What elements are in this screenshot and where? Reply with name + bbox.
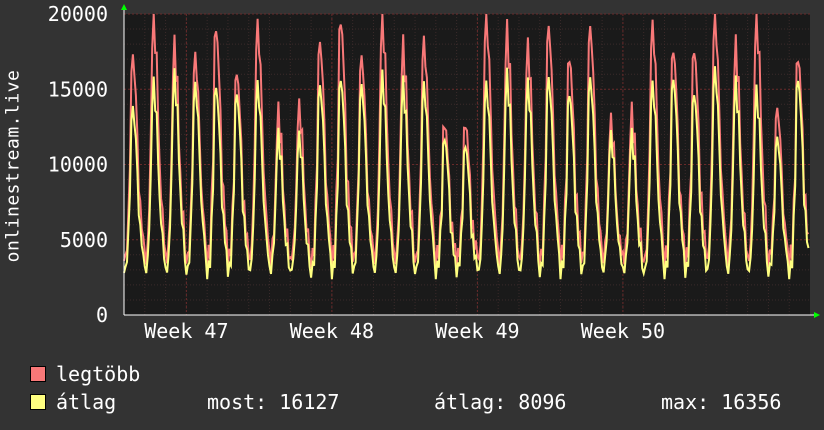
stat-average: átlag: 8096 [434, 390, 567, 414]
x-tick-label: Week 48 [290, 319, 374, 340]
series-line-max [123, 13, 810, 269]
legend-item-max: legtöbb [30, 362, 140, 386]
stat-current: most: 16127 [207, 390, 340, 414]
legend-item-avg: átlag [30, 390, 116, 414]
legend-swatch-avg [30, 394, 46, 410]
stat-max: max: 16356 [661, 390, 782, 414]
y-tick-label: 15000 [48, 77, 108, 101]
y-tick-label: 0 [96, 303, 108, 327]
y-tick-label: 20000 [48, 2, 108, 26]
legend-label-max: legtöbb [56, 362, 141, 386]
x-tick-label: Week 49 [435, 319, 519, 340]
y-axis-label: onlinestream.live [2, 69, 24, 263]
x-axis-arrow [814, 312, 820, 318]
legend-swatch-max [30, 366, 46, 382]
y-tick-label: 10000 [48, 153, 108, 177]
chart: 0 5000 10000 15000 20000 Week 47 Week 48 Week 4… [48, 2, 820, 340]
x-tick-label: Week 47 [144, 319, 228, 340]
series-line-avg [123, 66, 810, 280]
legend-label-avg: átlag [56, 390, 117, 414]
y-tick-label: 5000 [60, 228, 108, 252]
y-axis-arrow [121, 4, 127, 10]
x-tick-label: Week 50 [581, 319, 665, 340]
